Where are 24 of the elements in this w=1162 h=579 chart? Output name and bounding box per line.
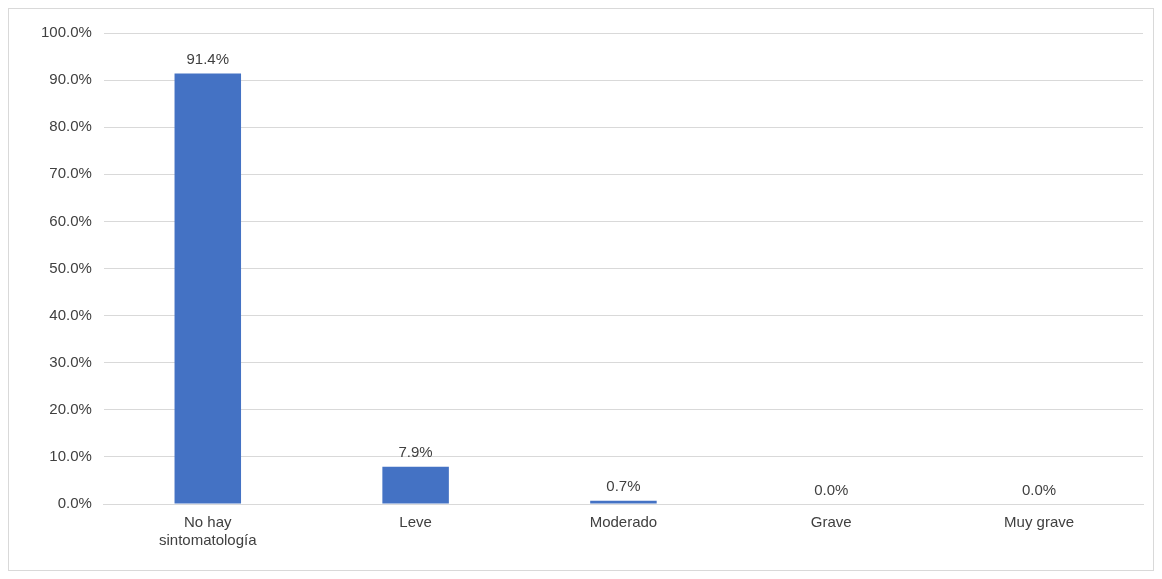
y-tick-label: 30.0%	[49, 352, 92, 370]
y-tick-label: 0.0%	[57, 494, 92, 512]
y-tick-label: 10.0%	[49, 447, 92, 465]
data-label: 0.0%	[1021, 480, 1057, 498]
y-tick-label: 40.0%	[49, 305, 92, 323]
y-tick-label: 90.0%	[49, 70, 92, 88]
y-tick-label: 60.0%	[49, 211, 92, 229]
y-tick-label: 50.0%	[49, 258, 92, 276]
y-tick-label: 70.0%	[49, 164, 92, 182]
data-label: 7.9%	[398, 443, 433, 461]
data-label: 0.0%	[814, 480, 849, 498]
data-label: 91.4%	[186, 50, 230, 68]
x-tick-label: Grave	[810, 513, 852, 531]
x-tick-label: Leve	[399, 513, 432, 531]
x-tick-label: No hay sintomatología	[159, 513, 258, 549]
bar	[382, 466, 449, 504]
bar	[590, 500, 657, 504]
bar	[174, 73, 242, 504]
y-tick-label: 80.0%	[49, 117, 92, 135]
x-tick-label: Muy grave	[1004, 513, 1075, 531]
x-tick-label: Moderado	[589, 513, 658, 531]
y-tick-label: 20.0%	[49, 399, 92, 417]
y-tick-label: 100.0%	[41, 23, 92, 41]
data-label: 0.7%	[606, 477, 641, 495]
